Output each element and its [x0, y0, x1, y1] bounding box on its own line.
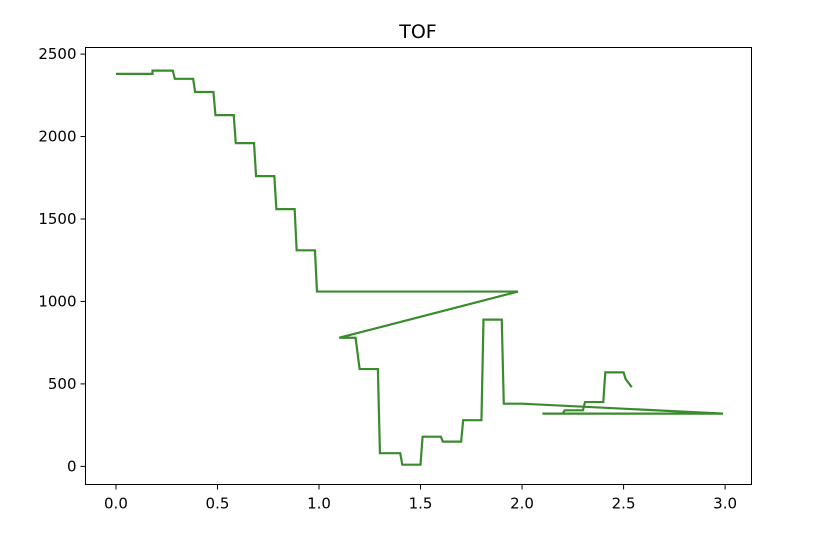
- y-tick-label: 0: [67, 457, 77, 475]
- y-tick-label: 2500: [38, 45, 76, 63]
- x-tick-label: 0.0: [104, 495, 128, 513]
- y-tick-label: 1000: [38, 292, 76, 310]
- series-line: [115, 69, 724, 466]
- x-tick-label: 0.5: [206, 495, 230, 513]
- x-tick-label: 2.0: [510, 495, 534, 513]
- x-tick-label: 1.5: [409, 495, 433, 513]
- ticks-layer: 0.0 0.5 1.0 1.5 2.0 2.5 3.0 0 500 1000 1500 2000 250…: [38, 45, 737, 512]
- y-tick-label: 1500: [38, 210, 76, 228]
- plot-area-frame: [85, 47, 752, 485]
- series-layer: [115, 69, 724, 466]
- chart-title: TOF: [398, 21, 437, 43]
- x-tick-label: 1.0: [307, 495, 331, 513]
- y-tick-label: 2000: [38, 128, 76, 146]
- y-tick-label: 500: [48, 375, 77, 393]
- x-tick-label: 2.5: [612, 495, 636, 513]
- x-tick-label: 3.0: [713, 495, 737, 513]
